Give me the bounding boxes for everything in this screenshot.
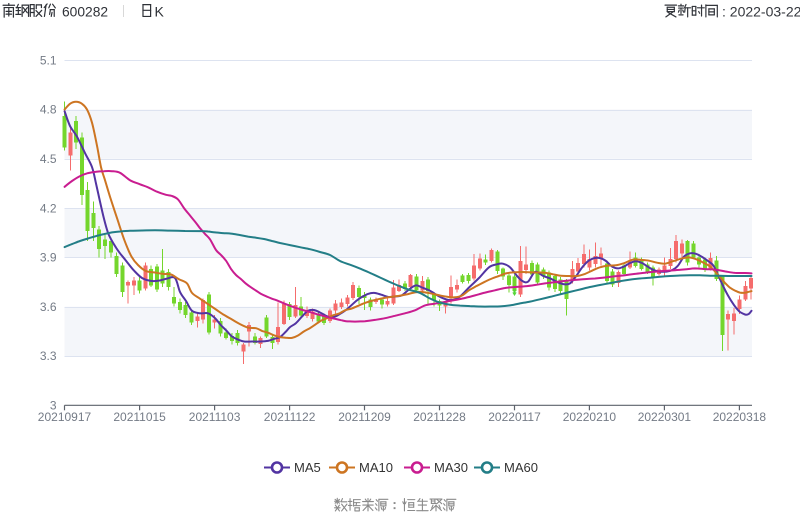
svg-text:600282: 600282 — [62, 5, 108, 20]
svg-text:20211228: 20211228 — [413, 410, 466, 424]
svg-text:4.5: 4.5 — [40, 152, 57, 166]
svg-text:20211015: 20211015 — [113, 410, 166, 424]
svg-text:20220117: 20220117 — [488, 410, 541, 424]
svg-text:MA10: MA10 — [359, 460, 393, 475]
svg-text:20210917: 20210917 — [38, 410, 92, 424]
svg-text:3.9: 3.9 — [40, 251, 57, 265]
svg-text:3.3: 3.3 — [40, 349, 57, 363]
svg-text:20211122: 20211122 — [264, 410, 316, 424]
svg-text:20220210: 20220210 — [563, 410, 617, 424]
svg-text:MA30: MA30 — [434, 460, 468, 475]
svg-text:20211209: 20211209 — [338, 410, 391, 424]
svg-text:4.2: 4.2 — [40, 201, 57, 215]
svg-text:3.6: 3.6 — [40, 300, 57, 314]
svg-text:20211103: 20211103 — [189, 410, 241, 424]
svg-text:3: 3 — [50, 399, 57, 413]
svg-text:: 2022-03-22: : 2022-03-22 — [722, 4, 800, 20]
svg-text:MA5: MA5 — [294, 460, 321, 475]
svg-text:20220318: 20220318 — [713, 410, 767, 424]
svg-text:5.1: 5.1 — [40, 54, 57, 68]
svg-text:20220301: 20220301 — [638, 410, 692, 424]
svg-text:K: K — [155, 4, 165, 20]
svg-text:4.8: 4.8 — [40, 103, 57, 117]
svg-text:MA60: MA60 — [504, 460, 538, 475]
